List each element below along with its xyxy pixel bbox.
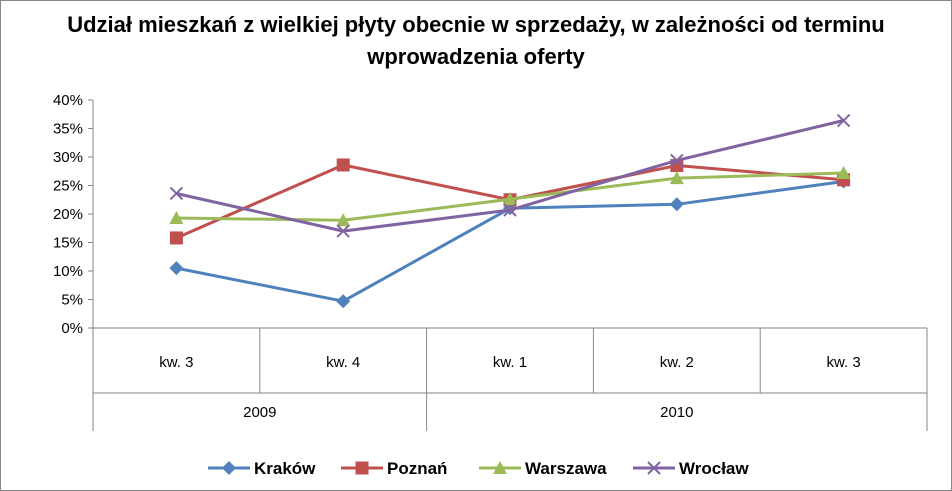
legend-label-poznan: Poznań bbox=[387, 459, 447, 478]
y-tick-label: 5% bbox=[61, 292, 83, 309]
y-tick-label: 30% bbox=[53, 149, 83, 166]
data-point-warszawa bbox=[836, 165, 851, 179]
x-tick-label: kw. 2 bbox=[660, 354, 694, 371]
x-tick-label: kw. 4 bbox=[326, 354, 360, 371]
legend-label-warszawa: Warszawa bbox=[525, 459, 607, 478]
data-point-warszawa bbox=[169, 210, 184, 224]
legend-marker-warszawa bbox=[493, 461, 507, 474]
legend-label-wroclaw: Wrocław bbox=[679, 459, 749, 478]
y-tick-label: 40% bbox=[53, 92, 83, 109]
y-tick-label: 35% bbox=[53, 121, 83, 138]
legend-marker-wroclaw bbox=[647, 461, 661, 475]
legend-marker-krakow bbox=[222, 461, 236, 475]
x-tick-label: kw. 3 bbox=[827, 354, 861, 371]
x-group-label: 2009 bbox=[243, 404, 276, 421]
data-point-warszawa bbox=[336, 213, 351, 227]
chart-title-line-1: Udział mieszkań z wielkiej płyty obecnie… bbox=[67, 12, 885, 37]
data-point-krakow bbox=[169, 261, 184, 276]
chart-title: Udział mieszkań z wielkiej płyty obecnie… bbox=[1, 9, 951, 73]
data-point-wroclaw bbox=[836, 113, 851, 128]
chart-title-line-2: wprowadzenia oferty bbox=[367, 44, 585, 69]
y-tick-label: 0% bbox=[61, 320, 83, 337]
data-point-krakow bbox=[669, 197, 684, 212]
y-tick-label: 20% bbox=[53, 206, 83, 223]
data-point-krakow bbox=[336, 294, 351, 309]
x-tick-label: kw. 3 bbox=[159, 354, 193, 371]
data-point-poznan bbox=[336, 158, 350, 172]
data-point-wroclaw bbox=[503, 203, 517, 217]
data-point-wroclaw bbox=[169, 186, 184, 201]
y-tick-label: 25% bbox=[53, 178, 83, 195]
x-tick-label: kw. 1 bbox=[493, 354, 527, 371]
legend-label-krakow: Kraków bbox=[254, 459, 316, 478]
legend-marker-poznan bbox=[355, 461, 369, 475]
data-point-wroclaw bbox=[336, 224, 350, 238]
data-point-warszawa bbox=[503, 192, 517, 206]
data-point-poznan bbox=[169, 231, 183, 245]
data-point-warszawa bbox=[669, 171, 684, 185]
x-group-label: 2010 bbox=[660, 404, 693, 421]
y-tick-label: 15% bbox=[53, 235, 83, 252]
y-tick-label: 10% bbox=[53, 263, 83, 280]
data-point-wroclaw bbox=[670, 153, 684, 168]
